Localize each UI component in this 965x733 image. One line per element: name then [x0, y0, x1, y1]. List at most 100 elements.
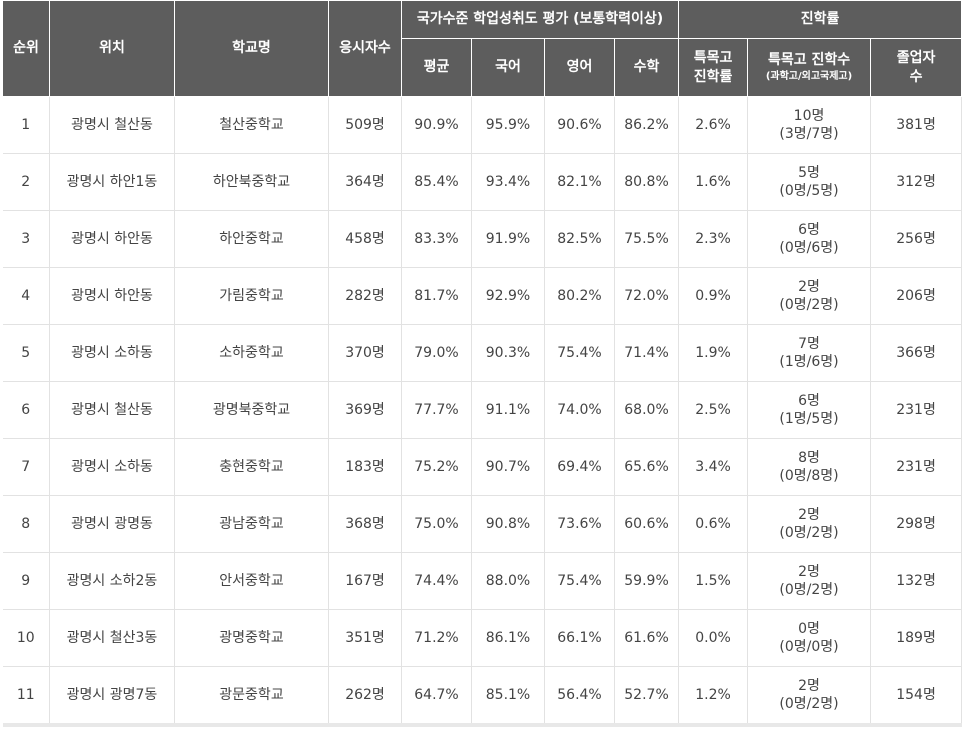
rank-cell: 2: [2, 153, 50, 211]
rank-cell: 4: [2, 267, 50, 325]
school-cell: 광문중학교: [174, 666, 329, 727]
location-cell: 광명시 하안동: [49, 267, 175, 325]
math-cell: 60.6%: [614, 495, 680, 553]
applicants-header: 응시자수: [328, 0, 402, 97]
special-count-total: 10명: [793, 108, 825, 124]
location-cell: 광명시 광명동: [49, 495, 175, 553]
math-cell: 59.9%: [614, 552, 680, 610]
average-header: 평균: [401, 38, 472, 97]
applicants-cell: 368명: [328, 495, 402, 553]
rank-cell: 1: [2, 96, 50, 154]
math-cell: 65.6%: [614, 438, 680, 496]
rank-cell: 5: [2, 324, 50, 382]
special-rate-header-line2: 진학률: [693, 68, 733, 85]
rank-cell: 8: [2, 495, 50, 553]
special-rate-cell: 1.2%: [678, 666, 749, 727]
school-header: 학교명: [174, 0, 329, 97]
table-row: 8 광명시 광명동 광남중학교 368명 75.0% 90.8% 73.6% 60.6% 0.6…: [2, 495, 963, 553]
special-count-breakdown: (0명/6명): [779, 240, 839, 256]
average-cell: 75.2%: [401, 438, 472, 496]
korean-cell: 93.4%: [471, 153, 545, 211]
school-cell: 하안북중학교: [174, 153, 329, 211]
special-count-breakdown: (3명/7명): [779, 126, 839, 142]
table-row: 11 광명시 광명7동 광문중학교 262명 64.7% 85.1% 56.4% 52.7% 1…: [2, 666, 963, 727]
math-cell: 68.0%: [614, 381, 680, 439]
school-cell: 안서중학교: [174, 552, 329, 610]
rank-cell: 10: [2, 609, 50, 667]
special-rate-cell: 0.9%: [678, 267, 749, 325]
rank-cell: 6: [2, 381, 50, 439]
special-rate-cell: 2.6%: [678, 96, 749, 154]
special-count-breakdown: (1명/6명): [779, 354, 839, 370]
english-cell: 73.6%: [544, 495, 615, 553]
table-body: 1 광명시 철산동 철산중학교 509명 90.9% 95.9% 90.6% 86.2% 2.6…: [2, 96, 963, 727]
special-rate-cell: 1.6%: [678, 153, 749, 211]
graduates-cell: 231명: [870, 438, 963, 496]
special-count-total: 5명: [798, 165, 820, 181]
special-count-header: 특목고 진학수 (과학고/외고국제고): [747, 38, 872, 97]
special-count-header-line2: (과학고/외고국제고): [765, 71, 853, 82]
assessment-group-header: 국가수준 학업성취도 평가 (보통학력이상): [400, 0, 680, 39]
math-cell: 52.7%: [614, 666, 680, 727]
graduates-cell: 381명: [870, 96, 963, 154]
special-count-cell: 10명 (3명/7명): [747, 96, 872, 154]
graduates-header: 졸업자 수: [870, 38, 963, 97]
table-row: 9 광명시 소하2동 안서중학교 167명 74.4% 88.0% 75.4% 59.9% 1.…: [2, 552, 963, 610]
special-count-cell: 5명 (0명/5명): [747, 153, 872, 211]
average-cell: 64.7%: [401, 666, 472, 727]
average-cell: 85.4%: [401, 153, 472, 211]
average-cell: 77.7%: [401, 381, 472, 439]
special-count-cell: 2명 (0명/2명): [747, 267, 872, 325]
advancement-group-header: 진학률: [678, 0, 963, 39]
table-row: 6 광명시 철산동 광명북중학교 369명 77.7% 91.1% 74.0% 68.0% 2.…: [2, 381, 963, 439]
table-row: 10 광명시 철산3동 광명중학교 351명 71.2% 86.1% 66.1% 61.6% 0…: [2, 609, 963, 667]
special-count-total: 2명: [798, 678, 820, 694]
english-cell: 69.4%: [544, 438, 615, 496]
korean-cell: 91.9%: [471, 210, 545, 268]
special-count-breakdown: (0명/5명): [779, 183, 839, 199]
special-count-total: 2명: [798, 279, 820, 295]
special-count-total: 8명: [798, 450, 820, 466]
location-cell: 광명시 철산3동: [49, 609, 175, 667]
math-cell: 71.4%: [614, 324, 680, 382]
math-cell: 86.2%: [614, 96, 680, 154]
korean-cell: 88.0%: [471, 552, 545, 610]
applicants-cell: 369명: [328, 381, 402, 439]
graduates-cell: 154명: [870, 666, 963, 727]
location-cell: 광명시 광명7동: [49, 666, 175, 727]
school-cell: 철산중학교: [174, 96, 329, 154]
location-cell: 광명시 소하2동: [49, 552, 175, 610]
korean-cell: 90.8%: [471, 495, 545, 553]
special-rate-header: 특목고 진학률: [678, 38, 749, 97]
special-count-total: 2명: [798, 564, 820, 580]
korean-cell: 92.9%: [471, 267, 545, 325]
special-count-total: 6명: [798, 393, 820, 409]
special-rate-cell: 2.3%: [678, 210, 749, 268]
special-rate-cell: 1.5%: [678, 552, 749, 610]
special-rate-cell: 1.9%: [678, 324, 749, 382]
korean-header: 국어: [471, 38, 545, 97]
graduates-cell: 312명: [870, 153, 963, 211]
applicants-cell: 364명: [328, 153, 402, 211]
special-count-breakdown: (0명/2명): [779, 297, 839, 313]
math-cell: 75.5%: [614, 210, 680, 268]
korean-cell: 85.1%: [471, 666, 545, 727]
special-count-cell: 7명 (1명/6명): [747, 324, 872, 382]
location-header: 위치: [49, 0, 175, 97]
special-count-total: 7명: [798, 336, 820, 352]
graduates-cell: 132명: [870, 552, 963, 610]
graduates-cell: 298명: [870, 495, 963, 553]
location-cell: 광명시 철산동: [49, 96, 175, 154]
location-cell: 광명시 소하동: [49, 324, 175, 382]
english-cell: 82.5%: [544, 210, 615, 268]
english-cell: 75.4%: [544, 324, 615, 382]
english-cell: 90.6%: [544, 96, 615, 154]
english-header: 영어: [544, 38, 615, 97]
applicants-cell: 262명: [328, 666, 402, 727]
school-cell: 광명북중학교: [174, 381, 329, 439]
applicants-cell: 458명: [328, 210, 402, 268]
graduates-cell: 206명: [870, 267, 963, 325]
rank-header: 순위: [2, 0, 50, 97]
special-rate-cell: 0.0%: [678, 609, 749, 667]
